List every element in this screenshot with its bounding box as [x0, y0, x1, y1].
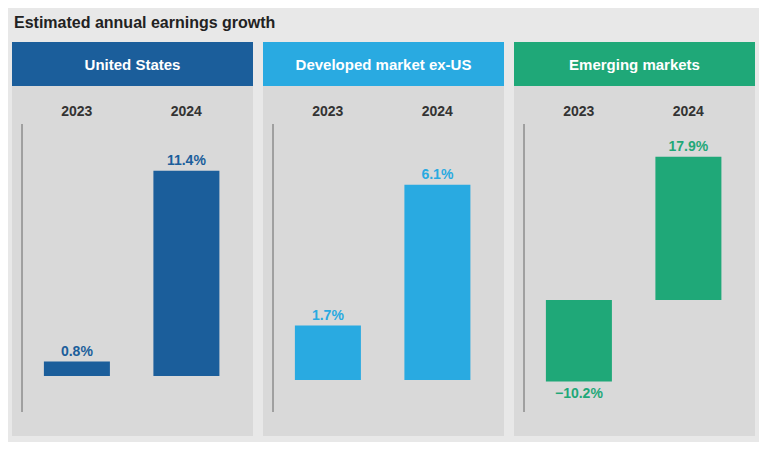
svg-text:2024: 2024: [171, 103, 202, 119]
svg-text:2023: 2023: [312, 103, 343, 119]
svg-text:2024: 2024: [422, 103, 453, 119]
svg-text:−10.2%: −10.2%: [555, 385, 603, 401]
svg-text:1.7%: 1.7%: [312, 307, 344, 323]
svg-text:17.9%: 17.9%: [669, 138, 709, 154]
svg-text:6.1%: 6.1%: [421, 166, 453, 182]
svg-text:2023: 2023: [563, 103, 594, 119]
svg-text:11.4%: 11.4%: [167, 152, 206, 168]
svg-text:2024: 2024: [673, 103, 704, 119]
html-text:United States: United States: [84, 55, 181, 73]
html-text:Emerging markets: Emerging markets: [569, 55, 700, 73]
html-text:Developed market ex-US: Developed market ex-US: [295, 55, 472, 73]
svg-text:0.8%: 0.8%: [61, 343, 93, 359]
html-text:Estimated annual earnings grow: Estimated annual earnings growth: [14, 14, 276, 31]
svg-text:2023: 2023: [61, 103, 92, 119]
